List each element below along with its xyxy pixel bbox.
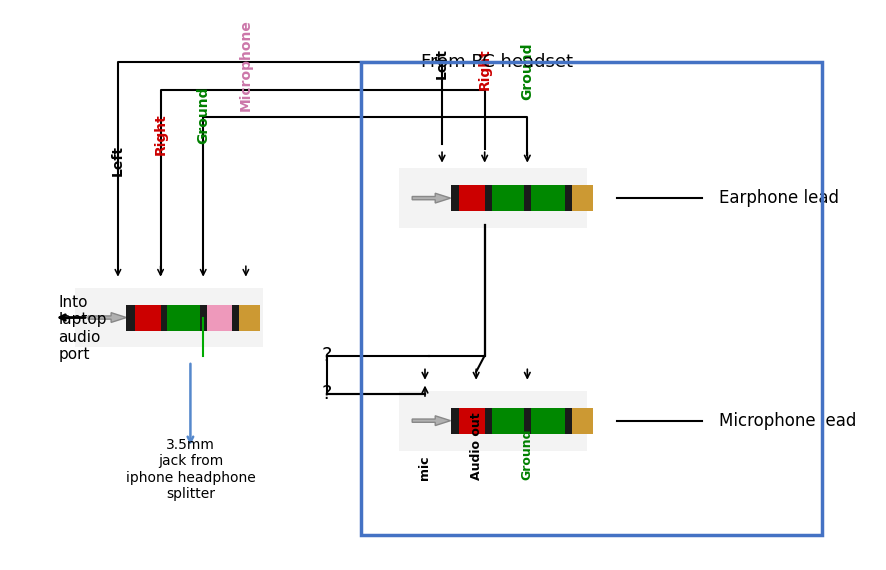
Text: Microphone: Microphone: [239, 19, 253, 111]
Bar: [565, 408, 571, 434]
FancyArrow shape: [88, 313, 127, 323]
Text: mic: mic: [418, 456, 431, 481]
Bar: [492, 185, 524, 211]
Text: Left: Left: [111, 145, 125, 176]
Bar: [524, 185, 531, 211]
Bar: [524, 408, 531, 434]
Text: Audio out: Audio out: [470, 413, 483, 481]
Bar: [75, 288, 263, 347]
Text: ?: ?: [322, 384, 332, 403]
Bar: [206, 304, 232, 331]
Bar: [531, 408, 565, 434]
Bar: [232, 304, 239, 331]
Text: Ground: Ground: [520, 43, 534, 100]
Bar: [485, 185, 492, 211]
Text: Right: Right: [153, 113, 167, 154]
Bar: [135, 304, 160, 331]
Text: Left: Left: [435, 48, 449, 79]
Bar: [459, 408, 485, 434]
Text: 3.5mm
jack from
iphone headphone
splitter: 3.5mm jack from iphone headphone splitte…: [126, 438, 255, 501]
Bar: [571, 185, 593, 211]
Text: Right: Right: [478, 48, 492, 89]
Bar: [459, 185, 485, 211]
Text: From PC headset: From PC headset: [422, 54, 573, 71]
Text: ?: ?: [322, 346, 332, 365]
Bar: [127, 304, 135, 331]
Text: Ground: Ground: [196, 86, 210, 144]
Bar: [400, 391, 587, 450]
Bar: [167, 304, 200, 331]
Bar: [492, 408, 524, 434]
Bar: [160, 304, 167, 331]
Bar: [400, 168, 587, 228]
FancyArrow shape: [412, 416, 451, 426]
Text: Ground: Ground: [521, 429, 534, 481]
Bar: [571, 408, 593, 434]
Bar: [451, 185, 459, 211]
Text: Earphone lead: Earphone lead: [719, 189, 839, 207]
Bar: [485, 408, 492, 434]
FancyArrow shape: [412, 193, 451, 203]
Bar: [565, 185, 571, 211]
Bar: [451, 408, 459, 434]
Bar: [239, 304, 260, 331]
Bar: [200, 304, 206, 331]
Bar: [531, 185, 565, 211]
Text: Into
laptop
audio
port: Into laptop audio port: [58, 295, 106, 362]
Text: Microphone lead: Microphone lead: [719, 412, 857, 430]
